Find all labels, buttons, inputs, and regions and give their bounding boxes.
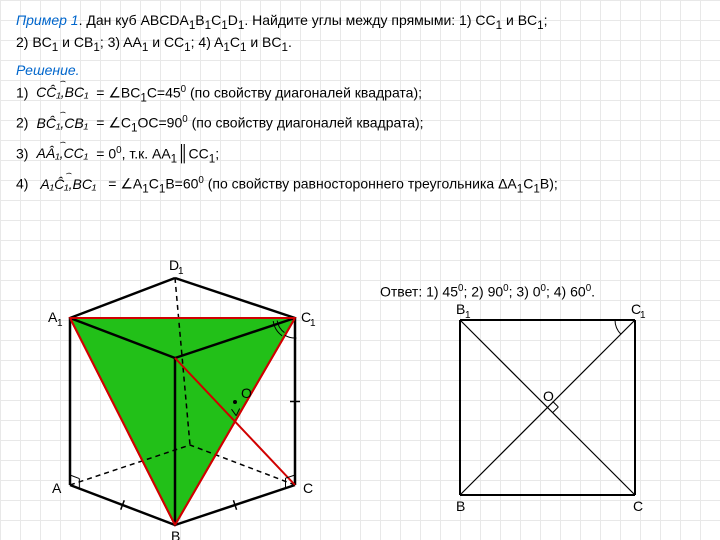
answer-text: Ответ: 1) 450; 2) 900; 3) 00; 4) 600. [380,283,595,300]
svg-text:1: 1 [57,318,63,329]
problem-title-line2: 2) BC1 и CB1; 3) AA1 и CC1; 4) A1C1 и BC… [16,34,704,54]
svg-text:O: O [543,388,554,404]
svg-text:B: B [456,301,465,317]
title-prefix: Пример 1 [16,12,79,28]
svg-text:1: 1 [310,318,316,329]
step-4: 4) ⌢ A₁Ĉ₁,BC₁ = ∠A1C1B=600 (по свойству … [16,175,704,195]
svg-text:B: B [171,528,180,540]
svg-text:1: 1 [465,310,471,321]
step-3: 3) ⌢ AÂ₁,CC₁ = 00, т.к. AA1║CC1; [16,145,704,165]
svg-text:C: C [303,480,313,496]
step-2: 2) ⌢ BĈ₁,CB₁ = ∠C1OC=900 (по свойству ди… [16,114,704,134]
svg-text:O: O [241,385,252,401]
svg-text:C: C [633,498,643,514]
problem-title: Пример 1. Дан куб ABCDA1B1C1D1. Найдите … [16,12,704,32]
solution-label: Решение. [16,62,704,78]
svg-text:A: A [52,480,62,496]
step-1: 1) ⌢ CĈ₁,BC₁ = ∠BC1C=450 (по свойству д… [16,84,704,104]
svg-text:B: B [456,498,465,514]
svg-text:1: 1 [640,310,646,321]
svg-text:1: 1 [178,266,184,277]
